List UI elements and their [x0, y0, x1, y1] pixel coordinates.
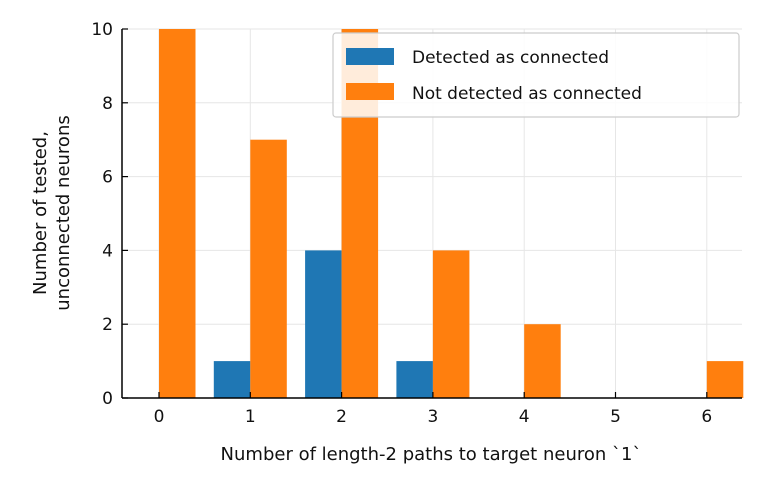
- y-tick-label: 8: [102, 94, 113, 114]
- y-axis-label-line-2: unconnected neurons: [53, 115, 74, 311]
- legend-box: [332, 32, 740, 118]
- x-tick-label: 5: [610, 407, 621, 427]
- axes: [121, 29, 742, 399]
- y-tick-label: 10: [91, 20, 113, 40]
- bar-not-detected-4: [524, 324, 561, 398]
- x-tick-label: 1: [245, 407, 256, 427]
- bar-not-detected-0: [159, 29, 196, 398]
- y-tick-label: 4: [102, 241, 113, 261]
- bar-not-detected-3: [432, 250, 470, 398]
- y-tick-label: 0: [102, 389, 113, 409]
- bar-detected-2: [305, 250, 342, 398]
- bar-not-detected-1: [250, 139, 287, 398]
- legend: Detected as connected Not detected as co…: [332, 32, 740, 118]
- bar-detected-1: [213, 361, 251, 398]
- x-tick-label: 2: [336, 407, 347, 427]
- x-axis-label: Number of length-2 paths to target neuro…: [221, 444, 642, 465]
- bar-detected-3: [396, 361, 433, 398]
- y-axis-label-line-1: Number of tested,: [30, 131, 51, 295]
- legend-label-not-detected: Not detected as connected: [412, 84, 642, 104]
- legend-label-detected: Detected as connected: [412, 48, 609, 68]
- x-tick-label: 4: [519, 407, 530, 427]
- x-tick-label: 6: [701, 407, 712, 427]
- bar-not-detected-6: [706, 361, 744, 398]
- x-axis-title: Number of length-2 paths to target neuro…: [221, 444, 642, 465]
- legend-swatch-detected: [346, 48, 394, 65]
- y-axis-title: Number of tested, unconnected neurons: [30, 115, 74, 311]
- legend-swatch-not-detected: [346, 83, 394, 100]
- x-tick-label: 3: [427, 407, 438, 427]
- y-tick-label: 2: [102, 315, 113, 335]
- x-tick-label: 0: [154, 407, 165, 427]
- ticks: 0 2 4 6 8 10 0 1 2 3 4 5 6: [91, 20, 712, 427]
- y-tick-label: 6: [102, 168, 113, 188]
